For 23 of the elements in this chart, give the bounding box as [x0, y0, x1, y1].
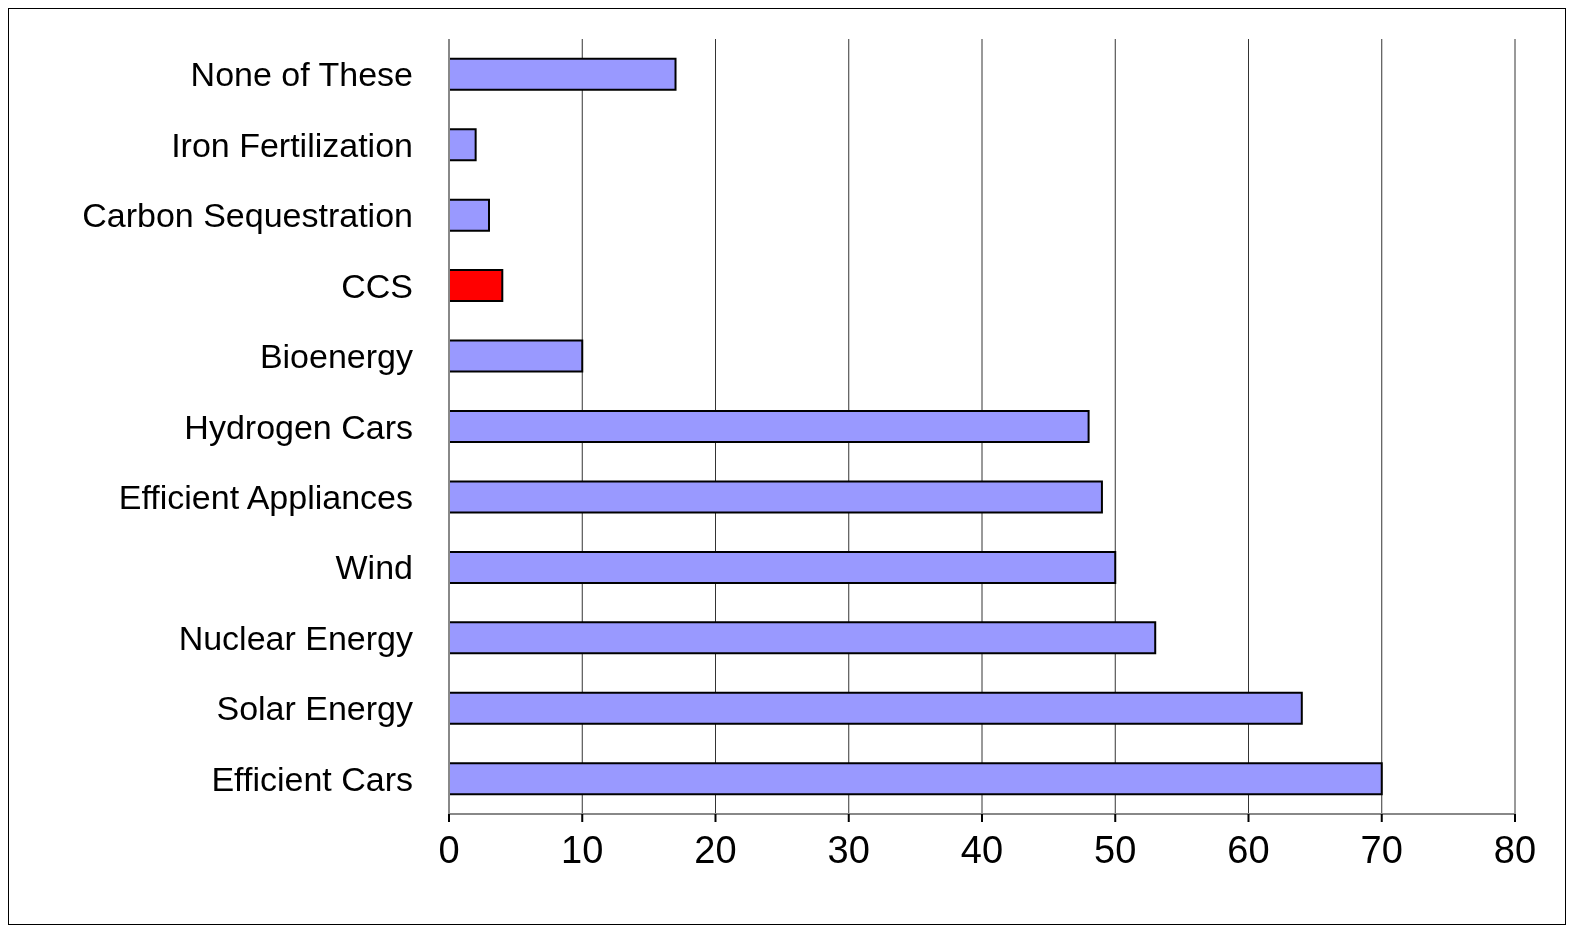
x-tick-label: 10 — [561, 828, 604, 871]
x-tick-label: 80 — [1493, 828, 1537, 871]
y-tick-label: None of These — [190, 55, 413, 94]
x-tick-label: 20 — [694, 828, 737, 871]
bar — [449, 128, 477, 162]
bar — [449, 198, 490, 232]
x-tick-label: 70 — [1360, 828, 1403, 871]
y-tick-label: CCS — [341, 266, 413, 305]
y-tick-label: Carbon Sequestration — [82, 196, 413, 235]
x-tick-label: 30 — [827, 828, 870, 871]
y-tick-label: Efficient Appliances — [118, 478, 413, 517]
x-tick-label: 40 — [960, 828, 1004, 871]
y-tick-label: Bioenergy — [259, 337, 413, 376]
y-tick-label: Solar Energy — [216, 689, 413, 728]
y-tick-label: Efficient Cars — [211, 759, 413, 798]
x-tick-label: 0 — [438, 828, 460, 871]
x-tick-label: 50 — [1094, 828, 1137, 871]
y-tick-label: Wind — [335, 548, 413, 587]
y-tick-label: Hydrogen Cars — [184, 407, 413, 446]
y-tick-label: Nuclear Energy — [178, 618, 413, 657]
bar — [449, 269, 504, 303]
y-tick-label: Iron Fertilization — [171, 125, 413, 164]
x-tick-label: 60 — [1227, 828, 1270, 871]
